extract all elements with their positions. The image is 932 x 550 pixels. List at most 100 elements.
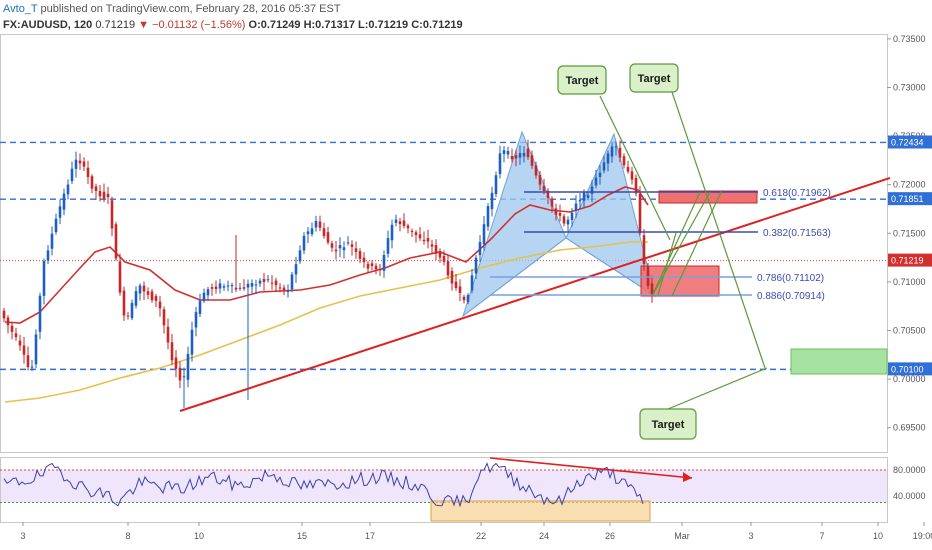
- author-link[interactable]: Avto_T: [3, 3, 38, 15]
- candle-body: [66, 184, 70, 195]
- candle-body: [258, 280, 262, 284]
- candle-body: [466, 295, 470, 302]
- candle-body: [26, 355, 30, 368]
- candle-body: [162, 309, 166, 326]
- candle-body: [458, 286, 462, 293]
- price-tick-label: 0.73500: [893, 34, 926, 44]
- time-tick-label: 3: [20, 531, 25, 541]
- candle-body: [86, 167, 90, 178]
- last-price: 0.71219: [95, 19, 136, 31]
- target-callouts: Target Target Target: [557, 63, 768, 440]
- candle-body: [382, 255, 386, 271]
- candle-body: [314, 221, 318, 228]
- candle-body: [358, 251, 362, 259]
- candle-body: [618, 147, 622, 158]
- candle-body: [254, 284, 258, 286]
- candle-body: [334, 249, 338, 252]
- candle-body: [474, 257, 478, 274]
- projection-arrow: [671, 189, 723, 297]
- candle-body: [426, 238, 430, 242]
- fib-level-label: 0.382(0.71563): [763, 228, 831, 239]
- candle-body: [522, 152, 526, 157]
- target-zone: [790, 348, 888, 375]
- rsi-tick-label: 80.0000: [893, 465, 926, 475]
- candle-body: [134, 291, 138, 306]
- price-label-box: [888, 192, 932, 206]
- candle-body: [582, 192, 586, 201]
- candle-body: [606, 153, 610, 164]
- candle-body: [650, 283, 654, 296]
- open-value: O:0.71249: [248, 19, 301, 31]
- candle-body: [346, 242, 350, 244]
- candle-body: [438, 250, 442, 258]
- candle-body: [42, 261, 46, 296]
- candle-body: [402, 220, 406, 226]
- candle-body: [558, 212, 562, 216]
- candle-body: [286, 290, 290, 292]
- candle-body: [22, 345, 26, 355]
- candle-body: [378, 269, 382, 271]
- candle-body: [414, 232, 418, 236]
- candle-body: [518, 153, 522, 158]
- time-tick-label: 22: [476, 531, 486, 541]
- rsi-line: [3, 462, 644, 508]
- axes: 0.735000.730000.725000.720000.715000.710…: [20, 34, 932, 541]
- candle-body: [310, 228, 314, 235]
- fib-level-label: 0.786(0.71102): [757, 273, 824, 284]
- candle-body: [226, 285, 230, 287]
- price-tick-label: 0.69500: [893, 423, 926, 433]
- candle-body: [70, 168, 74, 182]
- candle-body: [18, 340, 22, 346]
- candle-body: [446, 261, 450, 276]
- candle-body: [262, 279, 266, 283]
- candle-body: [418, 234, 422, 239]
- candle-body: [250, 283, 254, 287]
- candle-body: [38, 295, 42, 332]
- candle-body: [470, 275, 474, 291]
- time-tick-label: 15: [297, 531, 307, 541]
- candle-body: [50, 233, 54, 249]
- candle-body: [178, 367, 182, 381]
- horizontal-levels: [0, 141, 887, 371]
- candle-body: [246, 283, 250, 288]
- candle-body: [306, 231, 310, 235]
- candle-body: [170, 342, 174, 361]
- candle-body: [110, 200, 114, 229]
- candle-body: [290, 274, 294, 290]
- candle-body: [638, 193, 642, 234]
- candle-body: [554, 208, 558, 215]
- candle-body: [386, 238, 390, 254]
- candle-body: [626, 166, 630, 172]
- rsi-pane: [0, 457, 887, 522]
- time-tick-label: 10: [194, 531, 204, 541]
- candle-body: [118, 261, 122, 293]
- candle-body: [514, 155, 518, 159]
- rsi-divergence-arrowhead: [683, 472, 692, 482]
- candle-body: [462, 296, 466, 301]
- price-label-text: 0.70100: [891, 364, 924, 374]
- candle-body: [154, 296, 158, 301]
- candle-body: [614, 146, 618, 148]
- target-callout-label: Target: [638, 73, 671, 85]
- candle-body: [98, 191, 102, 197]
- candle-body: [122, 290, 126, 316]
- rsi-band: [1, 470, 887, 503]
- candle-body: [58, 206, 62, 218]
- candle-body: [166, 326, 170, 343]
- candle-body: [74, 159, 78, 169]
- chart-header: Avto_T published on TradingView.com, Feb…: [0, 0, 932, 34]
- candle-body: [410, 230, 414, 232]
- candle-body: [442, 256, 446, 262]
- candle-body: [506, 151, 510, 155]
- publish-attribution: Avto_T published on TradingView.com, Feb…: [3, 3, 341, 15]
- high-value: H:0.71317: [303, 19, 355, 31]
- price-tick-label: 0.71500: [893, 228, 926, 238]
- candle-body: [194, 312, 198, 328]
- current-price-box: [888, 253, 932, 267]
- projection-arrow: [657, 232, 677, 296]
- candle-body: [46, 250, 50, 261]
- candle-body: [610, 146, 614, 157]
- candle-body: [366, 263, 370, 269]
- candle-body: [114, 224, 118, 259]
- candle-body: [150, 291, 154, 301]
